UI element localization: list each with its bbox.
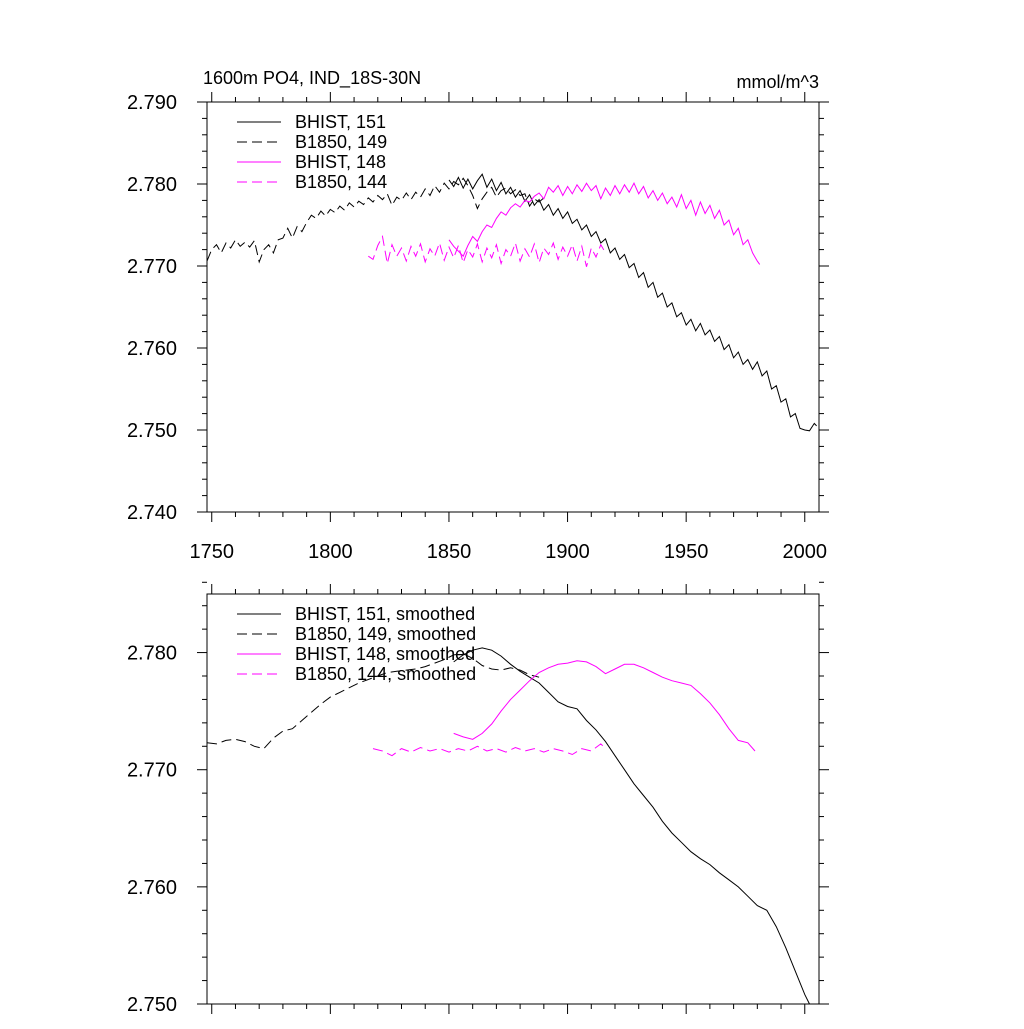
chart-title: 1600m PO4, IND_18S-30N xyxy=(203,68,421,89)
series-line-3 xyxy=(372,743,606,757)
y-tick-label: 2.790 xyxy=(127,92,177,114)
legend-label: BHIST, 151, smoothed xyxy=(295,604,475,624)
series-line-1 xyxy=(206,653,540,750)
legend-label: B1850, 149 xyxy=(295,132,387,152)
bottom-panel: 2.750 2.760 2.770 2.780 BHIST, 151, smoothed… xyxy=(127,581,829,1016)
x-tick-label: 1950 xyxy=(664,541,709,563)
legend-label: B1850, 144, smoothed xyxy=(295,664,476,684)
y-tick-label: 2.780 xyxy=(127,643,177,665)
x-tick-label: 1750 xyxy=(189,541,234,563)
legend-label: BHIST, 148 xyxy=(295,152,386,172)
x-tick-label: 1850 xyxy=(427,541,472,563)
top-panel: 1750 1800 1850 1900 1950 2000 2.740 2.750 2.760 2… xyxy=(127,92,829,563)
series-line-3 xyxy=(368,234,606,267)
units-label: mmol/m^3 xyxy=(737,72,819,92)
y-tick-label: 2.780 xyxy=(127,174,177,196)
y-tick-label: 2.750 xyxy=(127,994,177,1016)
y-tick-label: 2.770 xyxy=(127,256,177,278)
series-line-2 xyxy=(448,182,761,265)
x-tick-label: 1900 xyxy=(545,541,590,563)
legend-label: B1850, 149, smoothed xyxy=(295,624,476,644)
plot-frame xyxy=(206,593,820,1005)
x-tick-label: 2000 xyxy=(783,541,828,563)
y-tick-label: 2.750 xyxy=(127,420,177,442)
y-tick-label: 2.760 xyxy=(127,877,177,899)
legend-label: B1850, 144 xyxy=(295,172,387,192)
y-tick-label: 2.770 xyxy=(127,760,177,782)
legend-label: BHIST, 148, smoothed xyxy=(295,644,475,664)
y-tick-label: 2.740 xyxy=(127,502,177,524)
plot-frame xyxy=(206,101,820,513)
series-line-0 xyxy=(448,173,817,432)
y-tick-label: 2.760 xyxy=(127,338,177,360)
legend-label: BHIST, 151 xyxy=(295,112,386,132)
series-line-0 xyxy=(453,647,810,1005)
series-line-2 xyxy=(453,660,756,752)
x-tick-label: 1800 xyxy=(308,541,353,563)
